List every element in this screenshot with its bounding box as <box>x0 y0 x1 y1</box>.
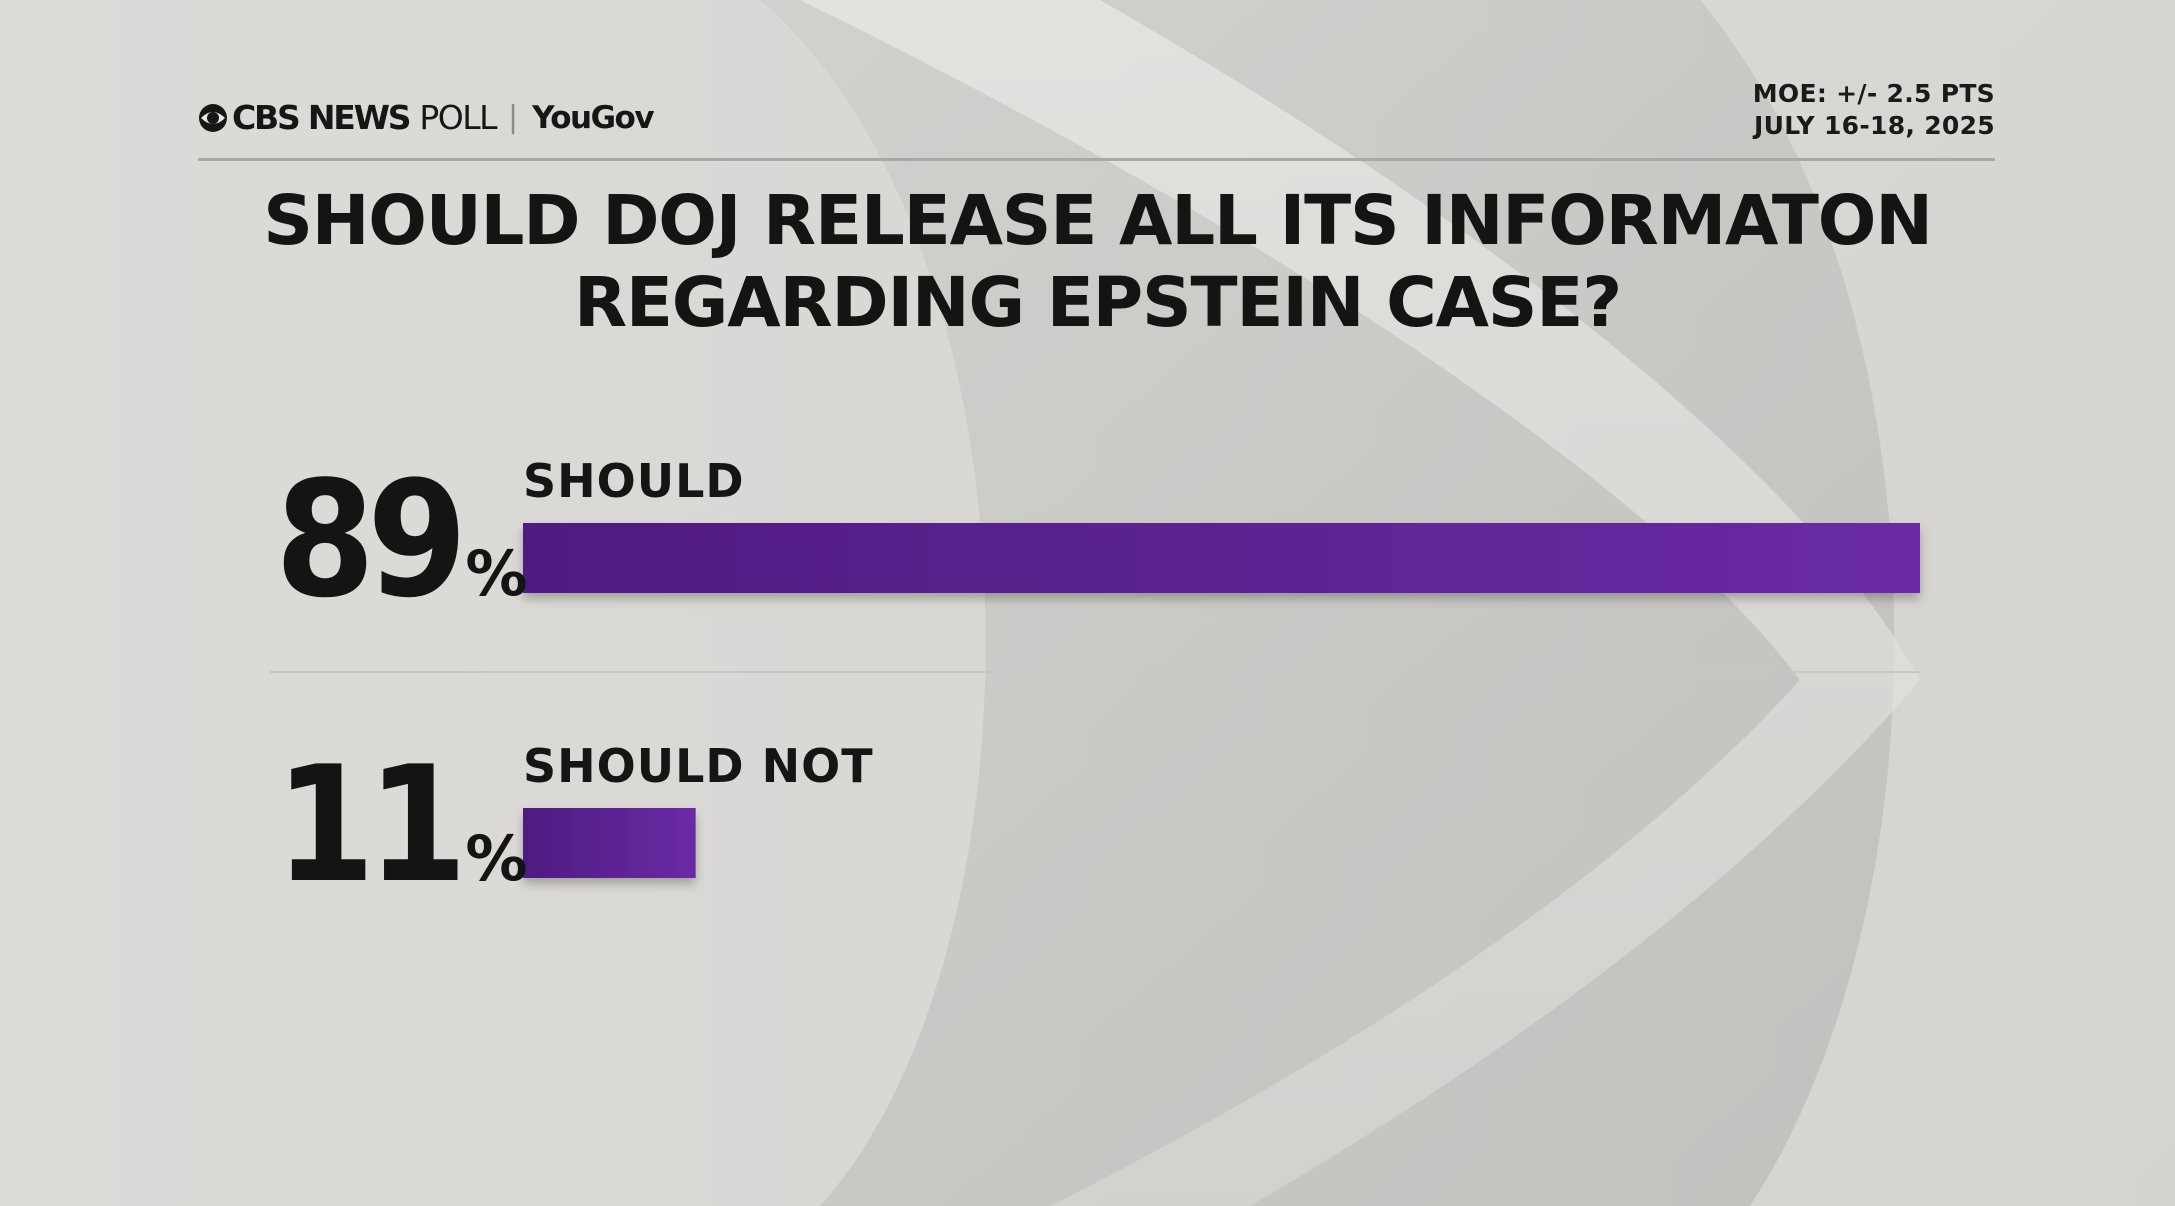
brand-network: CBS NEWS <box>232 98 412 137</box>
value-label: 89 <box>275 446 459 633</box>
title-line-1: SHOULD DOJ RELEASE ALL ITS INFORMATON <box>263 181 1933 261</box>
bar <box>523 523 1920 593</box>
category-label: SHOULD NOT <box>523 739 874 793</box>
chart-title: SHOULD DOJ RELEASE ALL ITS INFORMATON RE… <box>180 180 2015 344</box>
brand-poll: POLL <box>419 98 497 137</box>
category-label: SHOULD <box>523 454 745 508</box>
bar-row: SHOULD NOT 11% <box>275 731 874 918</box>
title-line-2: REGARDING EPSTEIN CASE? <box>573 263 1622 343</box>
value-label: 11 <box>275 731 459 918</box>
bar <box>523 808 696 878</box>
cbs-eye-logo-icon <box>199 103 227 132</box>
bar-row: SHOULD 89% <box>275 446 1920 633</box>
percent-sign: % <box>465 822 527 895</box>
margin-of-error: MOE: +/- 2.5 PTS <box>1752 79 1995 108</box>
poll-meta: MOE: +/- 2.5 PTS JULY 16-18, 2025 <box>1753 78 1995 142</box>
brand-separator: | <box>508 100 519 135</box>
brand-partner: YouGov <box>532 99 654 136</box>
poll-brand: CBS NEWS POLL | YouGov <box>198 98 655 137</box>
header-divider <box>198 158 1995 161</box>
percent-sign: % <box>465 537 527 610</box>
poll-dates: JULY 16-18, 2025 <box>1754 111 1995 140</box>
